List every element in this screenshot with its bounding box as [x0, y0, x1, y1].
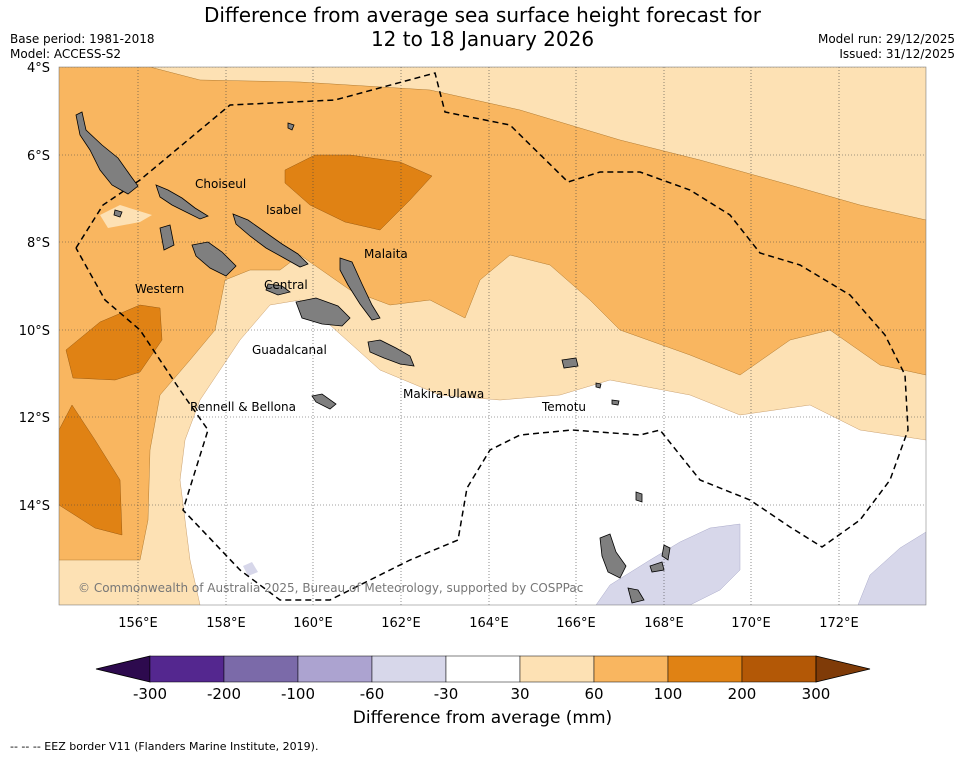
colorbar-tick: 100: [654, 685, 683, 700]
model-name: Model: ACCESS-S2: [10, 47, 122, 61]
islands: [75, 111, 671, 604]
island-vanuatu-5: [661, 544, 671, 561]
contour-small-patch: [100, 205, 152, 228]
label-western: Western: [135, 282, 184, 296]
lon-label: 166°E: [556, 616, 596, 631]
lon-label: 168°E: [644, 616, 684, 631]
colorbar-ticks: -300 -200 -100 -60 -30 30 60 100 200 300: [133, 685, 830, 700]
colorbar-tick: -200: [207, 685, 241, 700]
contour-60-100: [59, 67, 926, 561]
island-small-c: [595, 382, 602, 389]
island-small-a: [287, 122, 295, 131]
island-vanuatu-4: [635, 491, 643, 503]
colorbar-segment: [445, 655, 521, 683]
colorbar-segment: [149, 655, 225, 683]
colorbar-extend-right: [815, 655, 871, 683]
colorbar-segment: [667, 655, 743, 683]
label-central: Central: [264, 278, 308, 292]
title-line-1: Difference from average sea surface heig…: [203, 3, 762, 27]
map-figure: © Commonwealth of Australia 2025, Bureau…: [19, 61, 927, 700]
label-malaita: Malaita: [364, 247, 408, 261]
colorbar-tick: -60: [360, 685, 385, 700]
lon-label: 156°E: [118, 616, 158, 631]
label-makira-ulawa: Makira-Ulawa: [403, 387, 484, 401]
colorbar-segment: [741, 655, 817, 683]
lat-label: 14°S: [19, 499, 50, 514]
island-makira: [367, 339, 415, 367]
island-malaita: [339, 257, 381, 321]
eez-border: [75, 72, 909, 601]
island-small-b: [113, 209, 123, 218]
contour-neg-30-60-a: [595, 523, 741, 605]
map-area: © Commonwealth of Australia 2025, Bureau…: [59, 67, 926, 605]
island-ngella: [265, 283, 291, 296]
lat-labels: 4°S 6°S 8°S 10°S 12°S 14°S: [19, 61, 50, 514]
model-run: Model run: 29/12/2025: [817, 32, 955, 46]
colorbar-tick: -30: [434, 685, 459, 700]
map-frame: [58, 66, 927, 606]
lon-label: 162°E: [381, 616, 421, 631]
colorbar-tick: 30: [510, 685, 529, 700]
lon-label: 172°E: [819, 616, 859, 631]
island-bougainville: [75, 111, 139, 195]
lon-label: 160°E: [293, 616, 333, 631]
island-rennell: [311, 393, 337, 410]
lon-label: 158°E: [206, 616, 246, 631]
colorbar-segment: [519, 655, 595, 683]
contour-neg-30-60-b: [857, 531, 926, 605]
label-rennell-bellona: Rennell & Bellona: [190, 400, 296, 414]
island-guadalcanal: [295, 297, 351, 327]
island-vanuatu-3: [649, 561, 665, 573]
island-isabel: [232, 213, 309, 268]
colorbar-segment: [223, 655, 299, 683]
island-vanuatu-1: [599, 533, 627, 579]
label-choiseul: Choiseul: [195, 177, 246, 191]
lon-label: 164°E: [469, 616, 509, 631]
colorbar-tick: 300: [802, 685, 831, 700]
lat-label: 4°S: [27, 61, 50, 76]
lon-labels: 156°E 158°E 160°E 162°E 164°E 166°E 168°…: [118, 616, 859, 631]
issued-date: Issued: 31/12/2025: [839, 47, 955, 61]
colorbar-segment: [371, 655, 447, 683]
island-choiseul: [155, 184, 209, 220]
colorbar-tick: -300: [133, 685, 167, 700]
island-new-georgia: [191, 241, 237, 277]
meta-left: Base period: 1981-2018 Model: ACCESS-S2: [10, 32, 155, 62]
contour-neg-30-60-c: [243, 562, 258, 576]
base-period: Base period: 1981-2018: [10, 32, 155, 46]
lat-label: 6°S: [27, 149, 50, 164]
lon-label: 170°E: [731, 616, 771, 631]
colorbar-segment: [297, 655, 373, 683]
label-guadalcanal: Guadalcanal: [252, 343, 327, 357]
lat-label: 8°S: [27, 236, 50, 251]
label-isabel: Isabel: [266, 203, 301, 217]
eez-footnote: -- -- -- EEZ border V11 (Flanders Marine…: [10, 740, 319, 753]
colorbar-label: Difference from average (mm): [352, 708, 613, 728]
colorbar: -300 -200 -100 -60 -30 30 60 100 200 300: [95, 655, 871, 700]
title-line-2: 12 to 18 January 2026: [370, 27, 595, 51]
colorbar-extend-left: [95, 655, 151, 683]
lat-gridlines: [59, 67, 926, 506]
lat-label: 12°S: [19, 411, 50, 426]
contour-100-200-c: [59, 404, 123, 536]
island-santa-cruz: [561, 357, 579, 369]
copyright-notice: © Commonwealth of Australia 2025, Bureau…: [78, 581, 583, 595]
island-small-d: [611, 399, 620, 406]
label-temotu: Temotu: [541, 400, 586, 414]
colorbar-tick: 200: [728, 685, 757, 700]
lat-label: 10°S: [19, 324, 50, 339]
chart-title: Difference from average sea surface heig…: [0, 3, 965, 51]
island-western-small: [159, 224, 175, 251]
place-labels: Choiseul Isabel Malaita Western Central …: [135, 177, 586, 414]
colorbar-segment: [593, 655, 669, 683]
colorbar-tick: 60: [584, 685, 603, 700]
meta-right: Model run: 29/12/2025 Issued: 31/12/2025: [818, 32, 955, 62]
colorbar-tick: -100: [281, 685, 315, 700]
island-vanuatu-2: [627, 587, 645, 604]
